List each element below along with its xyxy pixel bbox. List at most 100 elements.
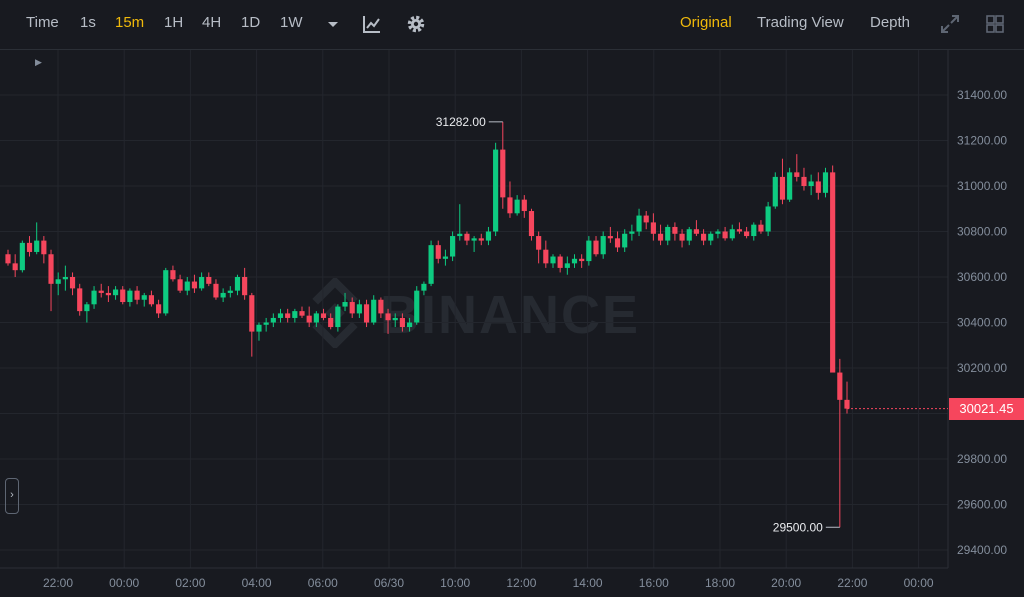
- candle-body: [514, 199, 520, 214]
- y-tick-label: 31400.00: [957, 88, 1007, 102]
- candle-body: [385, 313, 391, 321]
- candle: [170, 265, 176, 282]
- candle: [493, 142, 499, 237]
- high-price-label: 31282.00: [436, 115, 486, 129]
- candle: [105, 286, 111, 303]
- candle-body: [313, 313, 319, 323]
- candle-body: [736, 229, 743, 232]
- fullscreen-icon[interactable]: [939, 13, 961, 35]
- candle: [442, 249, 449, 266]
- candle: [643, 211, 649, 230]
- candle-body: [787, 172, 793, 200]
- expand-panel-handle[interactable]: ›: [5, 478, 19, 514]
- candle-body: [485, 231, 492, 241]
- candle: [263, 317, 269, 332]
- tab-1d[interactable]: 1D: [241, 14, 261, 31]
- settings-gear-icon[interactable]: [405, 13, 427, 35]
- tab-original[interactable]: Original: [680, 14, 732, 31]
- candle-body: [141, 295, 147, 300]
- y-tick-label: 30600.00: [957, 270, 1007, 284]
- candle-body: [335, 306, 341, 328]
- x-tick-label: 14:00: [573, 576, 603, 590]
- candle: [636, 208, 642, 237]
- tab-depth[interactable]: Depth: [870, 14, 911, 31]
- tab-1s[interactable]: 1s: [80, 14, 96, 31]
- candle-body: [120, 289, 126, 303]
- candle: [428, 240, 434, 287]
- candle: [184, 277, 190, 296]
- candle: [26, 236, 33, 257]
- indicators-icon[interactable]: [361, 13, 383, 35]
- candle: [77, 283, 83, 316]
- candle-body: [127, 290, 133, 303]
- candle-body: [636, 215, 642, 232]
- candle-body: [378, 299, 384, 314]
- candle-body: [464, 233, 470, 241]
- tab-trading-view[interactable]: Trading View: [757, 14, 844, 31]
- candle: [485, 226, 492, 246]
- candle-body: [758, 224, 764, 232]
- candle: [62, 265, 68, 291]
- candle: [356, 299, 362, 318]
- y-tick-label: 30800.00: [957, 225, 1007, 239]
- x-tick-label: 22:00: [43, 576, 73, 590]
- tab-15m[interactable]: 15m: [115, 14, 145, 31]
- candle: [528, 208, 535, 241]
- candle: [686, 226, 692, 246]
- candlestick-chart[interactable]: 31400.00 31200.00 31000.00 30800.00 30600.00…: [0, 50, 1024, 597]
- candle-body: [622, 233, 628, 248]
- candle: [220, 288, 226, 303]
- candle: [801, 167, 807, 191]
- candle-body: [206, 277, 212, 284]
- candle: [715, 229, 721, 239]
- tab-4h[interactable]: 4H: [202, 14, 222, 31]
- candle-body: [657, 233, 664, 241]
- candle: [822, 167, 829, 198]
- candle: [112, 286, 119, 300]
- tab-1w[interactable]: 1W: [280, 14, 303, 31]
- y-tick-label: 31200.00: [957, 134, 1007, 148]
- tab-1h[interactable]: 1H: [164, 14, 184, 31]
- candle: [414, 286, 420, 325]
- candle-body: [77, 288, 83, 312]
- candle-body: [830, 172, 836, 373]
- tab-time[interactable]: Time: [26, 14, 59, 31]
- dropdown-caret-icon[interactable]: [322, 13, 344, 35]
- y-tick-label: 29600.00: [957, 498, 1007, 512]
- candle-body: [700, 233, 707, 241]
- candle: [657, 224, 664, 246]
- candle-body: [779, 176, 786, 200]
- x-tick-label: 10:00: [440, 576, 470, 590]
- x-tick-label: 20:00: [771, 576, 801, 590]
- play-icon[interactable]: ▶: [35, 57, 42, 67]
- candle: [593, 236, 599, 257]
- grid-layout-icon[interactable]: [984, 13, 1006, 35]
- candle: [313, 311, 319, 328]
- annotations: 31282.00 29500.00: [436, 115, 948, 534]
- candle-body: [844, 399, 850, 409]
- candle-body: [772, 176, 778, 207]
- candle-body: [815, 181, 821, 193]
- grid-lines: [0, 50, 948, 568]
- y-tick-label: 30400.00: [957, 316, 1007, 330]
- candle-body: [299, 311, 305, 316]
- candle-body: [234, 277, 241, 291]
- candle-body: [148, 295, 155, 305]
- candle: [406, 317, 413, 332]
- last-price-badge: 30021.45: [949, 398, 1024, 420]
- y-axis: 31400.00 31200.00 31000.00 30800.00 30600.00…: [947, 50, 1007, 568]
- candle-body: [722, 231, 728, 239]
- candle-body: [478, 238, 484, 241]
- candle-body: [593, 240, 599, 255]
- candle: [808, 174, 814, 196]
- candle: [521, 195, 527, 218]
- candle: [127, 288, 133, 307]
- candle: [120, 286, 126, 305]
- candle: [421, 281, 427, 296]
- candle-body: [822, 172, 829, 193]
- candle-body: [586, 240, 592, 262]
- candle: [69, 272, 76, 296]
- candle-body: [26, 242, 33, 252]
- candle-body: [751, 224, 757, 237]
- candle-body: [163, 270, 169, 314]
